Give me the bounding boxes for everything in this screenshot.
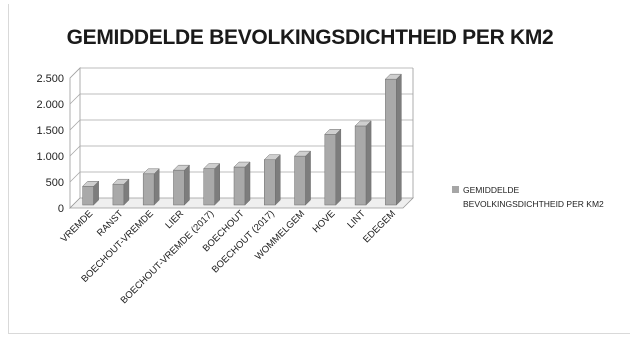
- x-tick-label: EDEGEM: [361, 208, 398, 245]
- side-wall: [69, 67, 81, 209]
- bar-side: [244, 161, 251, 206]
- bar-top: [354, 120, 372, 127]
- x-tick-label: LINT: [345, 208, 367, 230]
- legend-label: GEMIDDELDE BEVOLKINGSDICHTHEID PER KM2: [463, 183, 604, 211]
- bar-side: [153, 168, 160, 206]
- y-tick-label: 0: [58, 203, 64, 215]
- bar-side: [365, 120, 372, 206]
- bar-side: [305, 150, 311, 206]
- legend-swatch: [452, 186, 459, 193]
- bar: [173, 169, 185, 206]
- bar: [294, 155, 306, 206]
- bar: [203, 168, 215, 206]
- bar-top: [112, 178, 130, 185]
- bar: [112, 183, 125, 206]
- legend-label-line-2: BEVOLKINGSDICHTHEID PER KM2: [463, 199, 604, 209]
- x-tick-label: HOVE: [311, 208, 338, 235]
- y-tick-label: 1.000: [36, 151, 64, 163]
- gridline: [69, 67, 413, 79]
- y-tick-label: 2.500: [36, 73, 64, 85]
- bar-side: [275, 154, 281, 206]
- bar-top: [172, 164, 191, 171]
- bar-top: [293, 150, 312, 157]
- bar: [354, 125, 367, 206]
- chart-title: GEMIDDELDE BEVOLKINGSDICHTHEID PER KM2: [66, 26, 554, 49]
- bar: [324, 134, 337, 206]
- bar: [385, 78, 397, 206]
- bar-top: [263, 154, 281, 161]
- bar-top: [203, 163, 221, 169]
- bar: [264, 159, 276, 206]
- bar-side: [396, 73, 402, 206]
- gridline: [69, 145, 413, 157]
- gridline: [69, 119, 413, 131]
- chart-frame: [8, 4, 630, 334]
- y-tick-label: 2.000: [36, 99, 64, 111]
- bar-top: [82, 181, 100, 187]
- bar-top: [384, 73, 402, 80]
- y-tick-label: 500: [46, 177, 64, 189]
- bar-top: [233, 161, 251, 168]
- bar-side: [214, 162, 220, 206]
- legend-label-line-1: GEMIDDELDE: [463, 185, 520, 195]
- x-tick-label: VREMDE: [59, 208, 96, 245]
- gridline: [69, 93, 413, 105]
- bar: [233, 166, 246, 206]
- bar-top: [324, 129, 342, 135]
- y-tick-label: 1.500: [36, 125, 64, 137]
- bar-top: [142, 168, 160, 175]
- bar: [142, 173, 155, 206]
- bar-side: [335, 128, 342, 206]
- x-tick-label: LIER: [163, 208, 186, 231]
- bar-side: [184, 164, 190, 206]
- bar: [82, 186, 94, 206]
